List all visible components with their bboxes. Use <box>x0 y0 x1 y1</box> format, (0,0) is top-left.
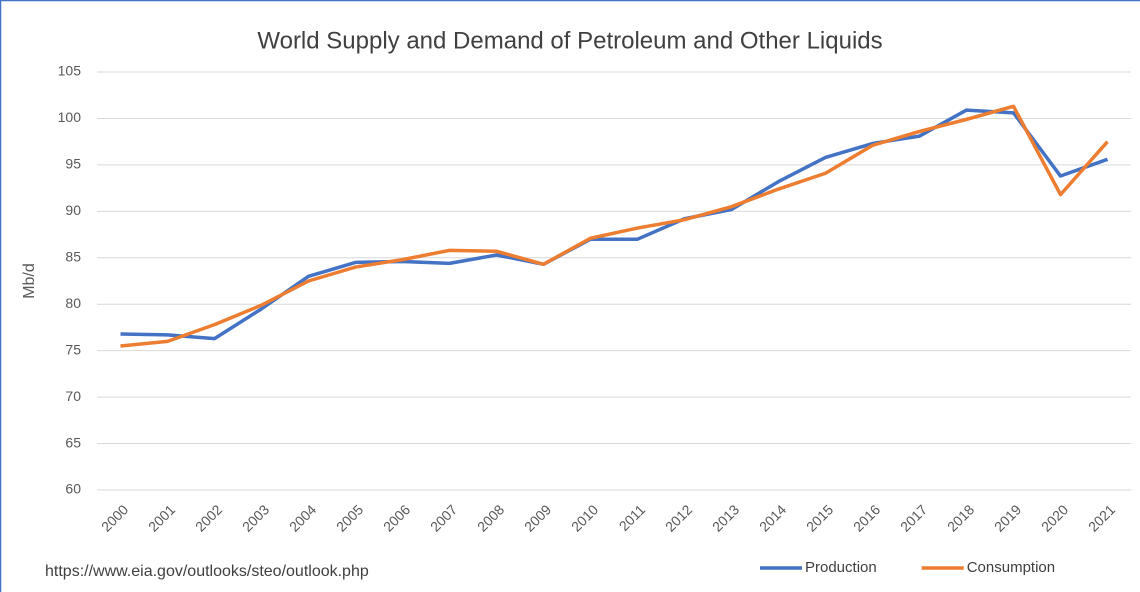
x-tick-label: 2021 <box>1085 501 1118 534</box>
y-tick-label: 85 <box>65 248 81 264</box>
y-tick-label: 90 <box>65 202 81 218</box>
x-tick-label: 2012 <box>662 501 695 534</box>
y-tick-label: 65 <box>65 434 81 450</box>
legend-label: Consumption <box>967 559 1055 576</box>
source-note: https://www.eia.gov/outlooks/steo/outloo… <box>45 563 369 580</box>
x-tick-label: 2020 <box>1038 501 1071 534</box>
x-tick-label: 2003 <box>239 501 272 534</box>
y-tick-label: 100 <box>58 109 82 125</box>
x-tick-label: 2007 <box>427 501 460 534</box>
chart-title: World Supply and Demand of Petroleum and… <box>257 27 882 54</box>
x-tick-label: 2002 <box>192 501 225 534</box>
x-tick-label: 2015 <box>803 501 836 534</box>
y-tick-label: 80 <box>65 295 81 311</box>
x-tick-label: 2011 <box>616 501 649 534</box>
x-tick-label: 2018 <box>944 501 977 534</box>
x-tick-label: 2008 <box>474 501 507 534</box>
x-tick-label: 2016 <box>850 501 883 534</box>
x-tick-label: 2019 <box>991 501 1024 534</box>
x-tick-label: 2005 <box>333 501 366 534</box>
y-axis-label: Mb/d <box>21 263 38 299</box>
x-tick-label: 2001 <box>145 501 178 534</box>
y-tick-label: 95 <box>65 156 81 172</box>
legend-label: Production <box>805 559 877 576</box>
x-tick-label: 2000 <box>98 501 131 534</box>
x-tick-label: 2014 <box>756 501 789 534</box>
x-tick-label: 2013 <box>709 501 742 534</box>
x-tick-label: 2017 <box>897 501 930 534</box>
x-tick-label: 2006 <box>380 501 413 534</box>
y-tick-label: 60 <box>65 481 81 497</box>
x-tick-label: 2009 <box>521 501 554 534</box>
x-tick-label: 2004 <box>286 501 319 534</box>
x-tick-label: 2010 <box>568 501 601 534</box>
y-tick-label: 70 <box>65 388 81 404</box>
y-tick-label: 105 <box>58 63 82 79</box>
series-line <box>120 104 1109 348</box>
y-tick-label: 75 <box>65 341 81 357</box>
